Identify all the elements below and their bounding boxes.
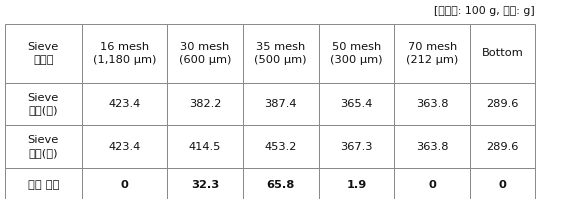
Text: Bottom: Bottom: [482, 48, 523, 58]
Text: 32.3: 32.3: [191, 179, 219, 190]
Text: 387.4: 387.4: [265, 99, 297, 109]
Text: 1.9: 1.9: [346, 179, 367, 190]
Bar: [394, 125, 470, 168]
Text: 289.6: 289.6: [486, 142, 519, 152]
Bar: [470, 24, 535, 83]
Text: 35 mesh
(500 μm): 35 mesh (500 μm): [254, 42, 307, 65]
Bar: [167, 24, 243, 83]
Text: 30 mesh
(600 μm): 30 mesh (600 μm): [179, 42, 231, 65]
Text: 16 mesh
(1,180 μm): 16 mesh (1,180 μm): [93, 42, 156, 65]
Text: 0: 0: [428, 179, 436, 190]
Bar: [82, 83, 167, 125]
Text: 423.4: 423.4: [108, 99, 141, 109]
Text: [샘플양: 100 g, 단위: g]: [샘플양: 100 g, 단위: g]: [434, 6, 535, 16]
Text: 65.8: 65.8: [266, 179, 295, 190]
Text: 0: 0: [121, 179, 129, 190]
Bar: [167, 125, 243, 168]
Bar: [394, 24, 470, 83]
Text: 363.8: 363.8: [416, 99, 448, 109]
Text: 414.5: 414.5: [189, 142, 221, 152]
Bar: [5, 125, 82, 168]
Text: 382.2: 382.2: [189, 99, 221, 109]
Text: 50 mesh
(300 μm): 50 mesh (300 μm): [330, 42, 383, 65]
Text: 423.4: 423.4: [108, 142, 141, 152]
Bar: [82, 24, 167, 83]
Bar: [5, 83, 82, 125]
Bar: [243, 125, 319, 168]
Text: 70 mesh
(212 μm): 70 mesh (212 μm): [406, 42, 459, 65]
Bar: [82, 168, 167, 199]
Text: 0: 0: [499, 179, 506, 190]
Bar: [319, 168, 394, 199]
Text: 제품 무게: 제품 무게: [28, 179, 59, 190]
Bar: [5, 168, 82, 199]
Bar: [319, 24, 394, 83]
Bar: [5, 24, 82, 83]
Text: Sieve
무게(후): Sieve 무게(후): [28, 135, 59, 158]
Text: 367.3: 367.3: [340, 142, 373, 152]
Text: 453.2: 453.2: [265, 142, 297, 152]
Bar: [470, 83, 535, 125]
Bar: [243, 83, 319, 125]
Text: 289.6: 289.6: [486, 99, 519, 109]
Text: Sieve
사이즈: Sieve 사이즈: [28, 42, 59, 65]
Bar: [319, 83, 394, 125]
Bar: [167, 168, 243, 199]
Text: 365.4: 365.4: [340, 99, 373, 109]
Bar: [243, 168, 319, 199]
Bar: [319, 125, 394, 168]
Text: Sieve
무게(전): Sieve 무게(전): [28, 93, 59, 115]
Bar: [470, 125, 535, 168]
Bar: [394, 168, 470, 199]
Bar: [243, 24, 319, 83]
Bar: [470, 168, 535, 199]
Text: 363.8: 363.8: [416, 142, 448, 152]
Bar: [82, 125, 167, 168]
Bar: [394, 83, 470, 125]
Bar: [167, 83, 243, 125]
